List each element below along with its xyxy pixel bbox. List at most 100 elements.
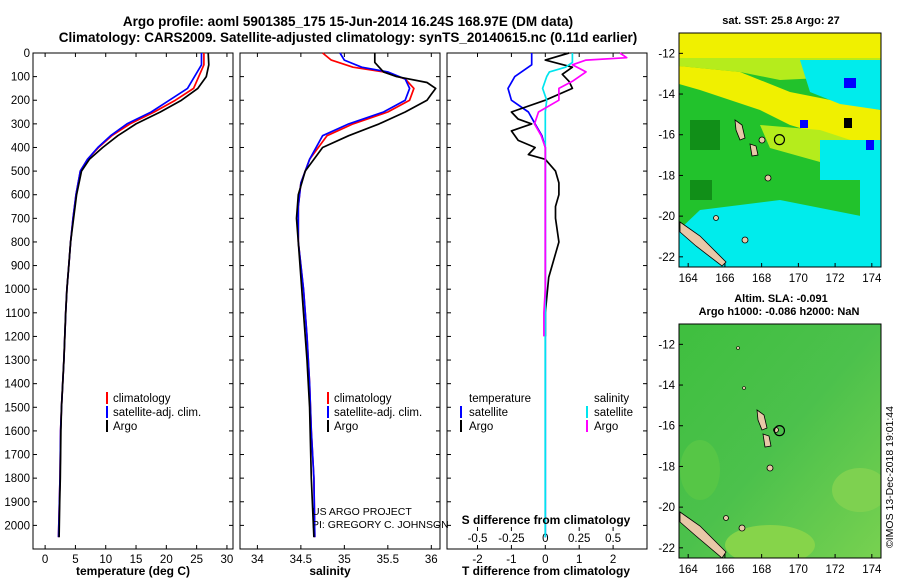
x-tick-label: 0 [542, 554, 548, 566]
x-tick-label: 20 [160, 554, 173, 566]
credit-pi: PI: GREGORY C. JOHNSON [312, 519, 449, 531]
sla-map: Altim. SLA: -0.091 Argo h1000: -0.086 h2… [658, 293, 882, 576]
pressure-tick-label: 1300 [4, 355, 30, 367]
map-x-tick-label: 164 [679, 273, 699, 285]
sla-profile-marker [773, 425, 786, 437]
x-tick-label: 1 [576, 554, 582, 566]
series-climatology [297, 52, 415, 538]
map-x-tick-label: 174 [862, 273, 882, 285]
map-x-tick-label: 168 [752, 273, 771, 285]
x-tick-label: 35.5 [377, 554, 399, 566]
pressure-tick-label: 1900 [4, 497, 30, 509]
pressure-tick-label: 1400 [4, 379, 30, 391]
pressure-tick-label: 300 [11, 119, 30, 131]
sla-map-title: Altim. SLA: -0.091 [734, 293, 828, 305]
x-tick-label: 2 [610, 554, 616, 566]
temperature-axis: 0 5 10 15 20 25 30 [42, 53, 233, 566]
legend-satellite: satellite-adj. clim. [334, 407, 422, 419]
sst-map-frame [678, 32, 882, 268]
map-y-tick-label: -12 [658, 339, 675, 351]
sst-map-title: sat. SST: 25.8 Argo: 27 [722, 15, 840, 27]
x-tick-label: 30 [221, 554, 234, 566]
salinity-xlabel: salinity [309, 564, 351, 578]
series-climatology [57, 53, 205, 538]
x-tick-label: 25 [190, 554, 203, 566]
difference-panel: -2 -1 0 1 2 -0.5 -0.25 0 0.25 0.5 T difference f… [446, 52, 648, 578]
map-x-tick-label: 170 [789, 564, 808, 576]
x-tick-label: 34 [251, 554, 264, 566]
map-y-tick-label: -20 [658, 502, 675, 514]
credit-project: US ARGO PROJECT [312, 506, 412, 518]
sla-map-frame [678, 323, 882, 559]
legend-salinity-title: salinity [594, 393, 629, 405]
x-tick-label: 15 [130, 554, 143, 566]
difference-legend: temperature satellite Argo salinity sate… [460, 393, 633, 433]
pressure-tick-label: 2000 [4, 520, 30, 532]
map-x-tick-label: 166 [715, 273, 734, 285]
series-temperature-argo [510, 52, 574, 337]
series-satellite-adj-clim- [57, 53, 203, 538]
s-tick-label: -0.5 [468, 533, 488, 545]
map-x-tick-label: 170 [789, 273, 808, 285]
map-y-tick-label: -22 [658, 252, 675, 264]
s-tick-label: 0 [542, 533, 548, 545]
pressure-tick-label: 1200 [4, 331, 30, 343]
s-tick-label: -0.25 [498, 533, 524, 545]
x-tick-label: 10 [99, 554, 112, 566]
sla-map-axes: 164 166 168 170 172 174 -12 -14 -16 -18 -20 -22 [658, 339, 882, 576]
pressure-tick-label: 500 [11, 166, 30, 178]
x-tick-label: -1 [506, 554, 516, 566]
pressure-tick-label: 1600 [4, 426, 30, 438]
legend-t-argo: Argo [469, 421, 493, 433]
pressure-tick-label: 100 [11, 72, 30, 84]
map-y-tick-label: -14 [658, 380, 675, 392]
legend-climatology: climatology [113, 393, 171, 405]
map-y-tick-label: -16 [658, 130, 675, 142]
map-x-tick-label: 172 [825, 273, 844, 285]
pressure-tick-label: 400 [11, 142, 30, 154]
map-y-tick-label: -20 [658, 211, 675, 223]
pressure-tick-label: 900 [11, 261, 30, 273]
sla-map-subtitle: Argo h1000: -0.086 h2000: NaN [699, 306, 860, 318]
legend-satellite: satellite-adj. clim. [113, 407, 201, 419]
pressure-tick-label: 600 [11, 190, 30, 202]
difference-pressure-ticks [447, 52, 647, 526]
map-x-tick-label: 168 [752, 564, 771, 576]
pressure-tick-label: 1700 [4, 450, 30, 462]
figure-title-line1: Argo profile: aoml 5901385_175 15-Jun-20… [123, 14, 573, 29]
pressure-tick-label: 1000 [4, 284, 30, 296]
t-difference-xlabel: T difference from climatology [462, 564, 630, 578]
legend-t-satellite: satellite [469, 407, 508, 419]
map-y-tick-label: -14 [658, 89, 675, 101]
difference-axes-frame [446, 52, 648, 550]
figure-title-line2: Climatology: CARS2009. Satellite-adjuste… [59, 30, 637, 45]
sst-profile-marker [773, 134, 786, 146]
legend-climatology: climatology [334, 393, 392, 405]
x-tick-label: 0 [42, 554, 48, 566]
temperature-xlabel: temperature (deg C) [76, 564, 190, 578]
pressure-tick-label: 0 [24, 48, 30, 60]
s-difference-axis: -0.5 -0.25 0 0.25 0.5 [468, 527, 621, 545]
x-tick-label: 34.5 [290, 554, 312, 566]
s-difference-xlabel: S difference from climatology [462, 513, 631, 527]
temperature-axes-frame [32, 52, 234, 550]
t-difference-axis: -2 -1 0 1 2 [472, 53, 616, 566]
series-argo [295, 53, 437, 538]
pressure-tick-label: 1100 [5, 308, 30, 320]
map-y-tick-label: -18 [658, 461, 675, 473]
map-x-tick-label: 164 [679, 564, 699, 576]
legend-temperature-title: temperature [469, 393, 531, 405]
pressure-tick-label: 700 [11, 213, 30, 225]
map-x-tick-label: 166 [715, 564, 734, 576]
pressure-axis: 0 100 200 300 400 500 600 700 800 900 1000 1100 1200… [4, 48, 233, 532]
map-x-tick-label: 174 [862, 564, 882, 576]
x-tick-label: -2 [472, 554, 482, 566]
sla-map-image [679, 324, 881, 558]
series-argo [58, 52, 210, 538]
x-tick-label: 35 [338, 554, 351, 566]
x-tick-label: 36 [425, 554, 438, 566]
series-satellite-adj-clim- [297, 52, 411, 538]
imos-credit: ©IMOS 13-Dec-2018 19:01:44 [884, 406, 896, 548]
s-tick-label: 0.25 [568, 533, 590, 545]
